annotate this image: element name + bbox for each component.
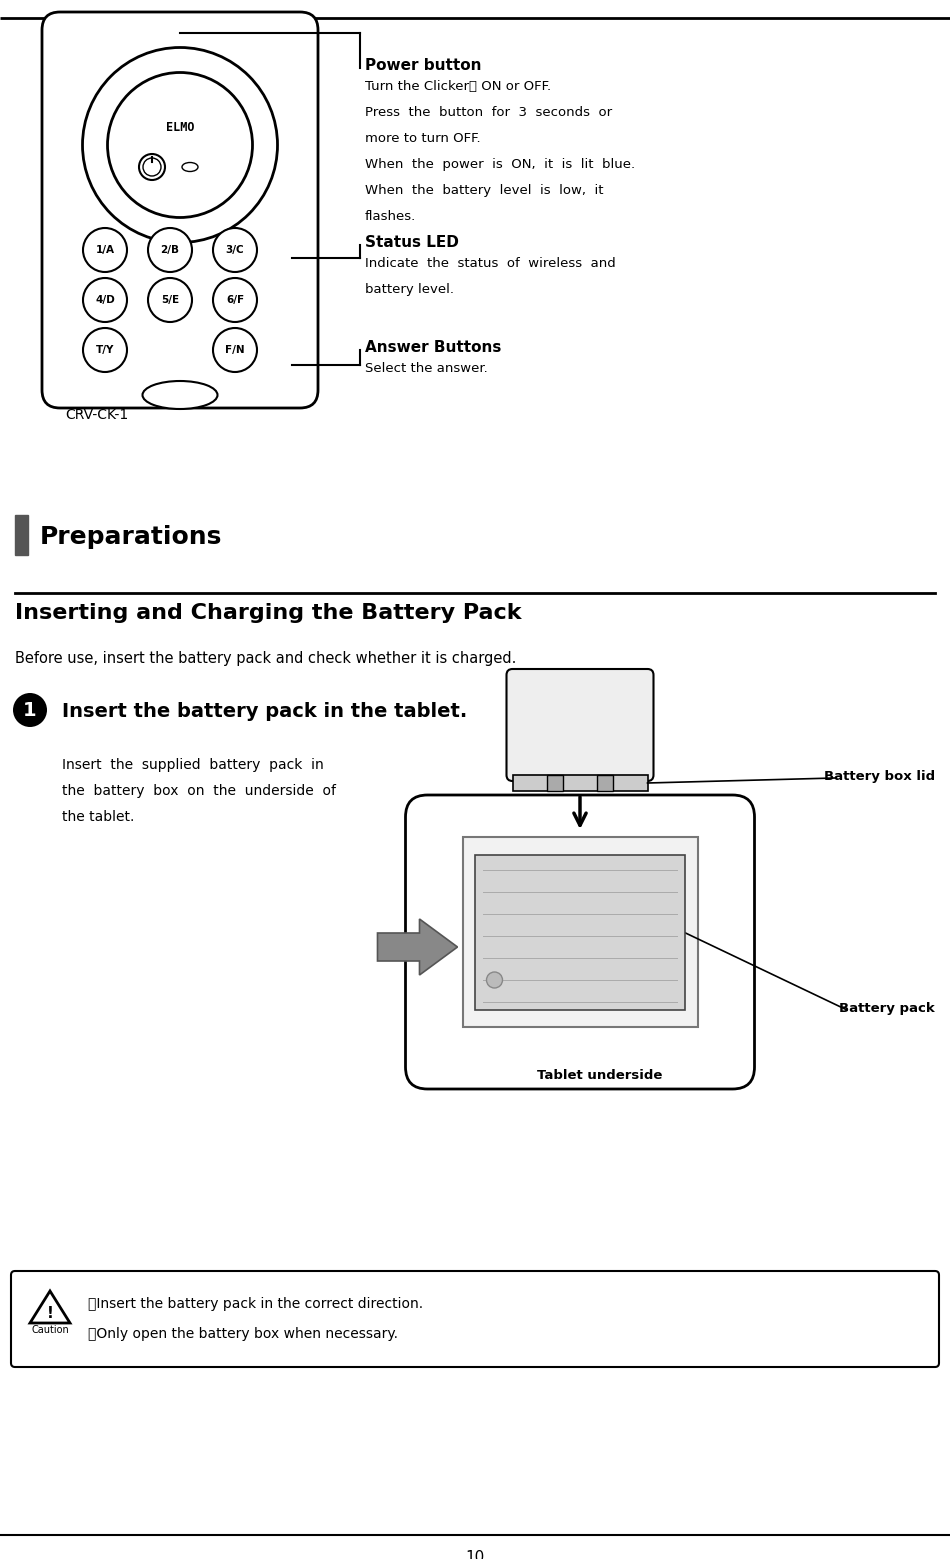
FancyBboxPatch shape	[42, 12, 318, 408]
Text: CRV-CK-1: CRV-CK-1	[65, 408, 128, 422]
Text: ELMO: ELMO	[165, 120, 194, 134]
Text: 1/A: 1/A	[96, 245, 115, 256]
Text: Before use, insert the battery pack and check whether it is charged.: Before use, insert the battery pack and …	[15, 652, 517, 666]
Circle shape	[148, 278, 192, 323]
Text: battery level.: battery level.	[365, 284, 454, 296]
Bar	[547, 775, 563, 790]
Polygon shape	[377, 918, 458, 974]
Text: When  the  power  is  ON,  it  is  lit  blue.: When the power is ON, it is lit blue.	[365, 157, 636, 171]
FancyBboxPatch shape	[506, 669, 654, 781]
Text: 10: 10	[466, 1550, 484, 1559]
Circle shape	[213, 327, 257, 373]
Text: ・Insert the battery pack in the correct direction.: ・Insert the battery pack in the correct …	[88, 1297, 423, 1311]
Text: 4/D: 4/D	[95, 295, 115, 306]
Text: Tablet underside: Tablet underside	[538, 1069, 663, 1082]
Text: F/N: F/N	[225, 345, 245, 355]
Text: more to turn OFF.: more to turn OFF.	[365, 133, 481, 145]
Text: Inserting and Charging the Battery Pack: Inserting and Charging the Battery Pack	[15, 603, 522, 624]
Text: ・Only open the battery box when necessary.: ・Only open the battery box when necessar…	[88, 1327, 398, 1341]
Text: When  the  battery  level  is  low,  it: When the battery level is low, it	[365, 184, 603, 196]
Text: 1: 1	[23, 700, 37, 720]
Circle shape	[83, 228, 127, 271]
Text: Press  the  button  for  3  seconds  or: Press the button for 3 seconds or	[365, 106, 612, 118]
Bar	[474, 854, 685, 1010]
Text: flashes.: flashes.	[365, 210, 416, 223]
Circle shape	[83, 327, 127, 373]
Bar	[463, 837, 697, 1027]
Circle shape	[213, 228, 257, 271]
Ellipse shape	[182, 162, 198, 171]
Text: Battery box lid: Battery box lid	[824, 770, 935, 783]
Text: Insert the battery pack in the tablet.: Insert the battery pack in the tablet.	[62, 702, 467, 720]
Bar	[597, 775, 613, 790]
Circle shape	[143, 157, 161, 176]
Ellipse shape	[107, 73, 253, 218]
Circle shape	[148, 228, 192, 271]
Circle shape	[486, 971, 503, 988]
FancyBboxPatch shape	[11, 1271, 939, 1367]
Text: Indicate  the  status  of  wireless  and: Indicate the status of wireless and	[365, 257, 616, 270]
Ellipse shape	[142, 380, 218, 408]
Text: 5/E: 5/E	[161, 295, 179, 306]
Circle shape	[13, 694, 47, 726]
Text: Power button: Power button	[365, 58, 482, 73]
Bar	[512, 775, 648, 790]
Ellipse shape	[83, 47, 277, 243]
Circle shape	[139, 154, 165, 179]
Text: 3/C: 3/C	[226, 245, 244, 256]
Circle shape	[83, 278, 127, 323]
Text: Status LED: Status LED	[365, 235, 459, 249]
Text: Preparations: Preparations	[40, 525, 222, 549]
Text: !: !	[47, 1305, 53, 1320]
Text: Turn the Clicker　 ON or OFF.: Turn the Clicker ON or OFF.	[365, 80, 551, 94]
Text: the tablet.: the tablet.	[62, 811, 134, 825]
Circle shape	[213, 278, 257, 323]
Text: T/Y: T/Y	[96, 345, 114, 355]
Text: Answer Buttons: Answer Buttons	[365, 340, 502, 355]
Bar	[15, 514, 28, 555]
Text: Caution: Caution	[31, 1325, 68, 1335]
Polygon shape	[30, 1291, 70, 1324]
Text: 2/B: 2/B	[161, 245, 180, 256]
Text: Insert  the  supplied  battery  pack  in: Insert the supplied battery pack in	[62, 758, 324, 772]
Text: Battery pack: Battery pack	[839, 1002, 935, 1015]
Text: Select the answer.: Select the answer.	[365, 362, 487, 376]
Text: the  battery  box  on  the  underside  of: the battery box on the underside of	[62, 784, 336, 798]
FancyBboxPatch shape	[406, 795, 754, 1090]
Text: 6/F: 6/F	[226, 295, 244, 306]
